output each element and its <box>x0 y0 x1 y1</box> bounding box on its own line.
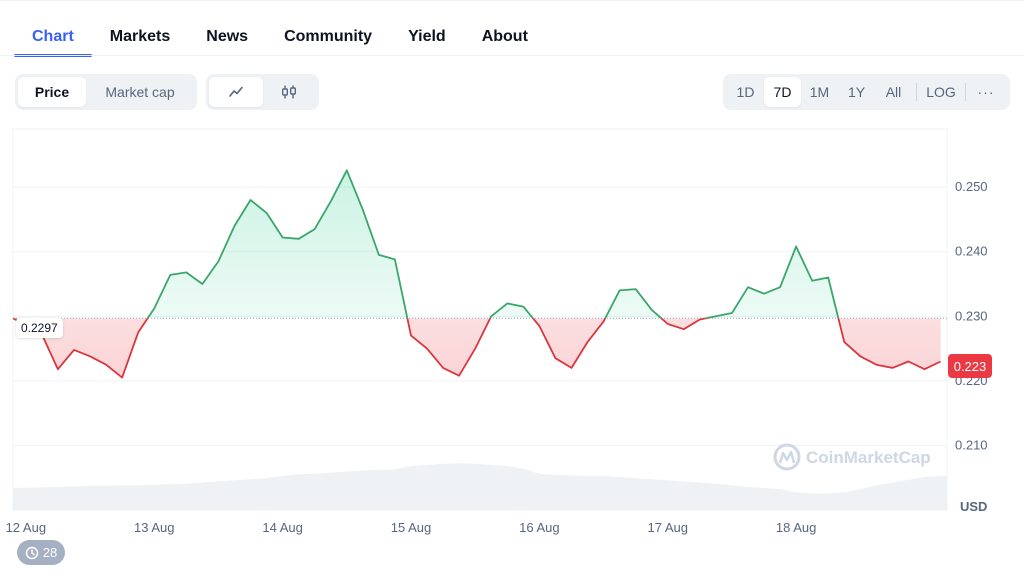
more-divider <box>965 83 966 101</box>
x-tick-label: 14 Aug <box>262 520 303 535</box>
time-range-toggle: 1D 7D 1M 1Y All LOG ··· <box>723 74 1010 110</box>
y-tick-label: 0.240 <box>955 244 988 259</box>
price-area <box>13 170 941 378</box>
reference-price-label: 0.2297 <box>16 318 63 338</box>
x-tick-label: 12 Aug <box>6 520 47 535</box>
range-7d-button[interactable]: 7D <box>764 77 801 107</box>
history-count: 28 <box>42 545 58 560</box>
range-1d-button[interactable]: 1D <box>736 84 755 100</box>
price-line-up <box>12 169 840 319</box>
log-scale-button[interactable]: LOG <box>926 84 956 100</box>
coinmarketcap-watermark: CoinMarketCap <box>773 443 931 471</box>
y-tick-label: 0.250 <box>955 179 988 194</box>
price-line <box>12 169 941 379</box>
history-icon <box>25 546 39 559</box>
candlestick-button[interactable] <box>263 77 317 107</box>
candlestick-icon <box>282 85 297 99</box>
y-tick-label: 0.210 <box>955 437 988 452</box>
x-tick-label: 16 Aug <box>519 520 560 535</box>
tabs-divider <box>0 55 1024 56</box>
more-options-button[interactable]: ··· <box>977 84 995 100</box>
section-tabs: Chart Markets News Community Yield About <box>14 18 546 57</box>
x-tick-label: 13 Aug <box>134 520 175 535</box>
line-chart-button[interactable] <box>209 77 263 107</box>
price-area-down <box>13 318 941 378</box>
range-divider <box>916 83 917 101</box>
range-1y-button[interactable]: 1Y <box>847 84 866 100</box>
price-area-up <box>13 170 941 319</box>
tab-markets[interactable]: Markets <box>109 28 171 45</box>
tab-community[interactable]: Community <box>284 28 373 45</box>
x-axis-labels: 12 Aug 13 Aug 14 Aug 15 Aug 16 Aug 17 Aug 18 A… <box>6 520 817 535</box>
volume-shape <box>13 463 947 510</box>
market-cap-button[interactable]: Market cap <box>105 84 175 100</box>
tab-about[interactable]: About <box>481 28 528 45</box>
watermark-text: CoinMarketCap <box>806 448 931 467</box>
range-1m-button[interactable]: 1M <box>809 84 830 100</box>
tab-news[interactable]: News <box>206 28 249 45</box>
history-badge[interactable]: 28 <box>17 540 65 565</box>
range-all-button[interactable]: All <box>885 84 902 100</box>
volume-area <box>13 463 947 510</box>
top-border <box>0 0 1024 1</box>
x-tick-label: 15 Aug <box>391 520 432 535</box>
chart-type-toggle: Price Market cap <box>15 74 197 110</box>
chart-style-toggle <box>206 74 319 110</box>
price-button[interactable]: Price <box>18 77 86 107</box>
y-tick-label: 0.230 <box>955 308 988 323</box>
tab-yield[interactable]: Yield <box>408 28 446 45</box>
price-line-down <box>12 318 941 379</box>
grid-lines <box>13 186 947 446</box>
line-chart-icon <box>228 86 243 97</box>
x-tick-label: 18 Aug <box>776 520 817 535</box>
current-price-tag: 0.223 <box>948 354 992 378</box>
currency-label: USD <box>960 499 987 514</box>
x-tick-label: 17 Aug <box>648 520 689 535</box>
